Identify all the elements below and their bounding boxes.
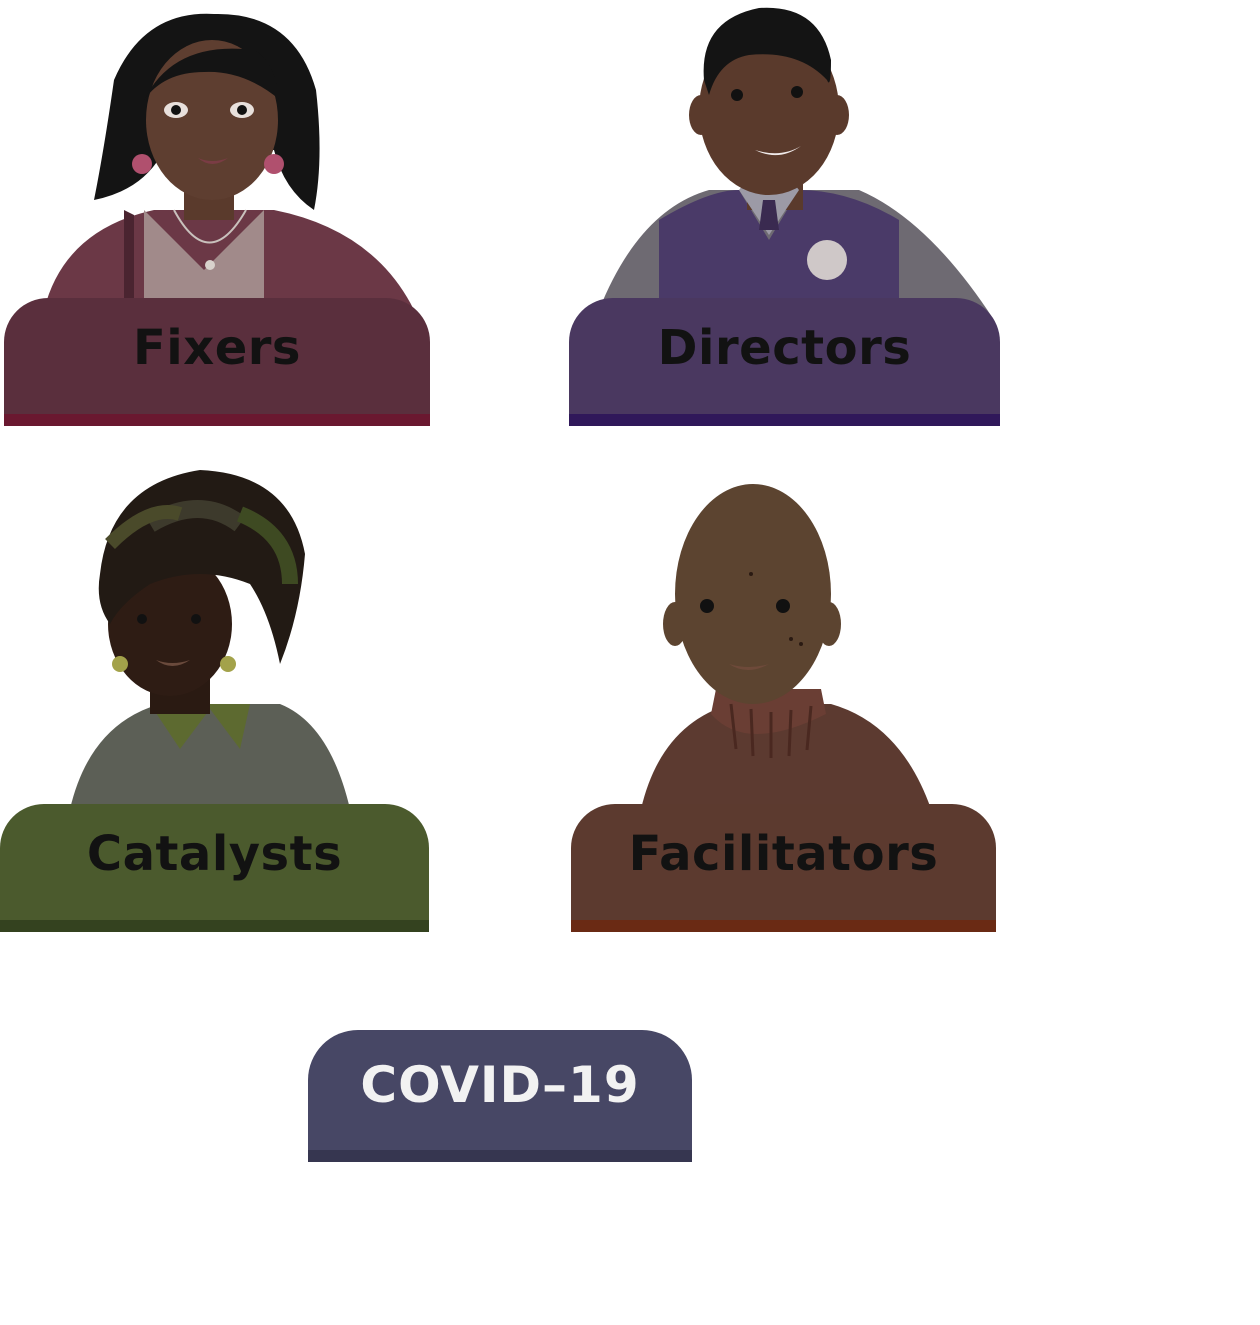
facilitators-underline — [571, 920, 996, 932]
fixers-underline — [4, 414, 430, 426]
directors-underline — [569, 414, 1000, 426]
man-with-sweater-vest-icon — [599, 7, 994, 320]
category-card-catalysts[interactable]: Catalysts — [0, 464, 429, 932]
woman-with-locs-icon — [70, 470, 350, 809]
bald-man-with-turtleneck-icon — [641, 484, 931, 809]
directors-button[interactable]: Directors — [569, 298, 1000, 426]
covid-19-label: COVID–19 — [360, 1056, 640, 1114]
facilitators-button[interactable]: Facilitators — [571, 804, 996, 932]
directors-label: Directors — [657, 320, 912, 376]
catalysts-underline — [0, 920, 429, 932]
category-card-directors[interactable]: Directors — [569, 0, 1000, 426]
catalysts-button[interactable]: Catalysts — [0, 804, 429, 932]
facilitators-label: Facilitators — [628, 826, 939, 882]
category-card-facilitators[interactable]: Facilitators — [571, 464, 996, 932]
covid-19-button[interactable]: COVID–19 — [308, 1030, 692, 1162]
catalysts-label: Catalysts — [86, 826, 343, 882]
fixers-button[interactable]: Fixers — [4, 298, 430, 426]
woman-with-bob-hair-icon — [44, 13, 414, 310]
covid-19-underline — [308, 1150, 692, 1162]
fixers-label: Fixers — [133, 320, 301, 376]
category-card-fixers[interactable]: Fixers — [4, 0, 430, 426]
